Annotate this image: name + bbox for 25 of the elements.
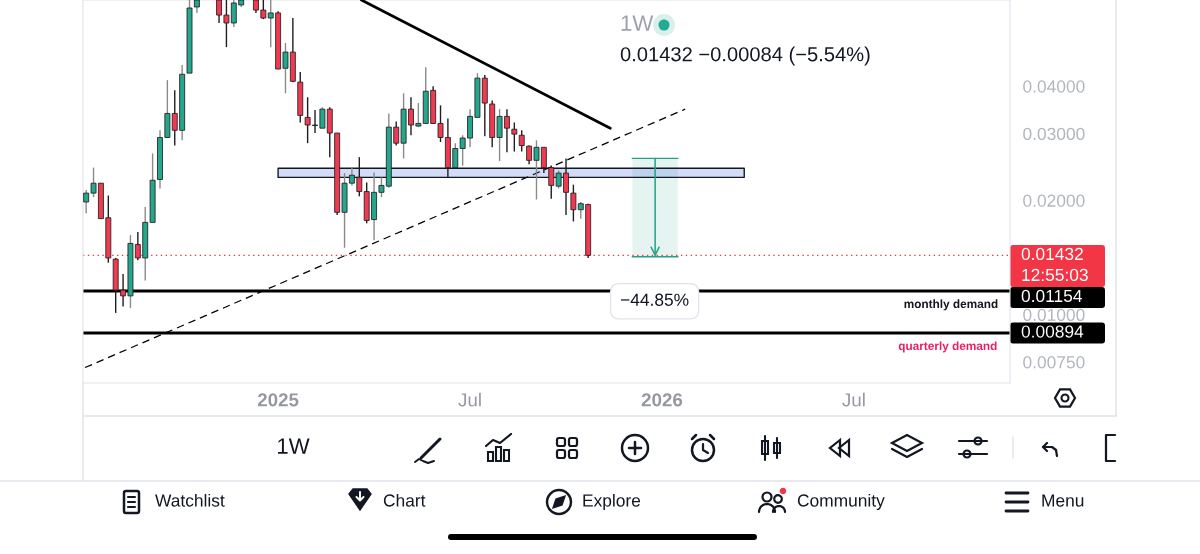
text: Community (797, 493, 885, 511)
y-tick-label: 0.03000 (1023, 127, 1085, 141)
text: 1W (278, 438, 310, 454)
y-tick-label: 0.02000 (1023, 194, 1085, 207)
y-tick-label: 0.00750 (1023, 356, 1085, 369)
candlestick (511, 121, 518, 153)
annotation: quarterly demand (898, 341, 997, 353)
x-tick-label: Jul (458, 392, 481, 407)
ref-line-label: 0.01432 (1021, 247, 1083, 261)
ref-line-label: 0.01154 (1021, 289, 1082, 303)
x-tick-label: 2026 (641, 393, 683, 407)
text: Explore (583, 493, 641, 511)
annotation: −44.85% (620, 293, 689, 306)
annotation: monthly demand (904, 299, 998, 311)
text: Chart (383, 493, 426, 507)
text: Menu (1042, 494, 1084, 507)
text: 1W (621, 15, 654, 31)
x-tick-label: 2025 (257, 393, 299, 407)
y-tick-label: 0.01000 (1023, 308, 1085, 322)
text: Watchlist (155, 493, 225, 507)
annotation: 0.01432 −0.00084 (−5.54%) (620, 46, 870, 66)
ref-line-label: 0.00894 (1021, 325, 1084, 338)
text: 12:55:03 (1022, 268, 1088, 282)
y-tick-label: 0.04000 (1023, 80, 1085, 93)
x-tick-label: Jul (842, 392, 865, 407)
